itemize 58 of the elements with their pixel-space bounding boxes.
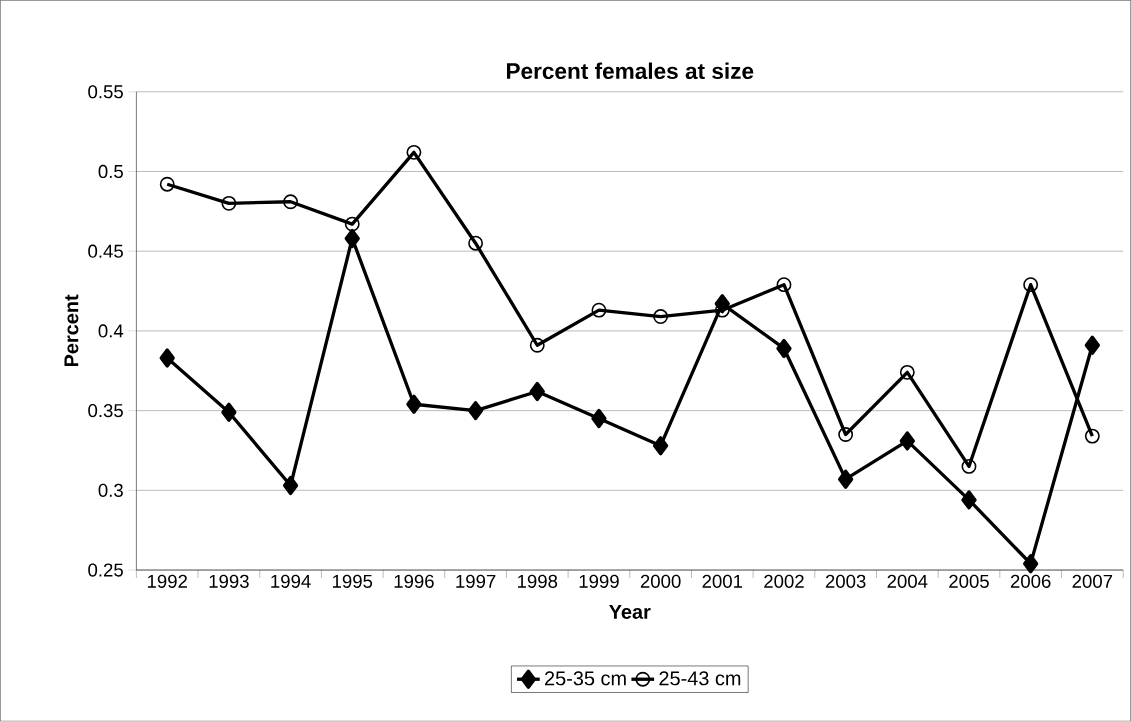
point: [221, 402, 237, 423]
x-tick-label: 2006: [1010, 574, 1051, 589]
chart-title: Percent females at size: [506, 62, 754, 80]
y-tick-label: 0.35: [88, 404, 123, 418]
point: [159, 348, 175, 368]
x-tick-label: 2001: [702, 574, 743, 589]
point: [776, 277, 792, 293]
x-tick-label: 1994: [271, 574, 311, 589]
x-tick-label: 2002: [764, 574, 804, 589]
x-tick-label: 2003: [825, 574, 866, 589]
x-tick-label: 1997: [456, 574, 496, 589]
point: [406, 145, 422, 161]
point: [591, 302, 607, 318]
point: [838, 427, 854, 443]
point: [653, 309, 669, 325]
point: [1084, 428, 1100, 444]
point: [529, 338, 545, 353]
point: [838, 469, 854, 490]
y-tick-label: 0.25: [88, 563, 123, 577]
x-tick-label: 1998: [517, 574, 558, 589]
point: [1023, 554, 1039, 574]
x-tick-label: 2000: [640, 574, 681, 589]
point: [344, 216, 360, 232]
point: [344, 229, 360, 249]
point: [468, 236, 484, 251]
point: [283, 194, 299, 210]
point: [776, 339, 792, 359]
y-axis-title: Percent: [64, 294, 79, 367]
point: [406, 394, 422, 415]
point: [159, 177, 175, 192]
legend-label: 25-43 cm: [659, 671, 741, 686]
point: [282, 476, 299, 496]
point: [899, 365, 915, 381]
point: [961, 490, 977, 510]
x-tick-label: 2007: [1072, 574, 1113, 589]
x-tick-label: 2005: [949, 574, 989, 589]
point: [1023, 277, 1039, 293]
legend-label: 25-35 cm: [545, 671, 626, 686]
point: [652, 436, 669, 456]
x-tick-label: 1993: [209, 574, 249, 589]
point: [529, 382, 545, 402]
y-tick-label: 0.3: [98, 483, 123, 498]
x-tick-label: 1996: [394, 574, 434, 589]
point: [221, 196, 237, 212]
point: [467, 401, 484, 421]
x-tick-label: 1999: [579, 574, 619, 589]
point: [899, 431, 915, 451]
y-tick-label: 0.4: [98, 324, 124, 338]
y-tick-label: 0.45: [88, 244, 123, 259]
point: [961, 459, 977, 475]
x-axis-title: Year: [609, 605, 651, 620]
x-tick-label: 1992: [147, 574, 187, 589]
point: [1084, 335, 1100, 356]
y-tick-label: 0.55: [88, 85, 123, 99]
point: [591, 409, 607, 429]
y-tick-label: 0.5: [98, 165, 123, 179]
x-tick-label: 1995: [332, 574, 373, 589]
x-tick-label: 2004: [887, 574, 928, 589]
